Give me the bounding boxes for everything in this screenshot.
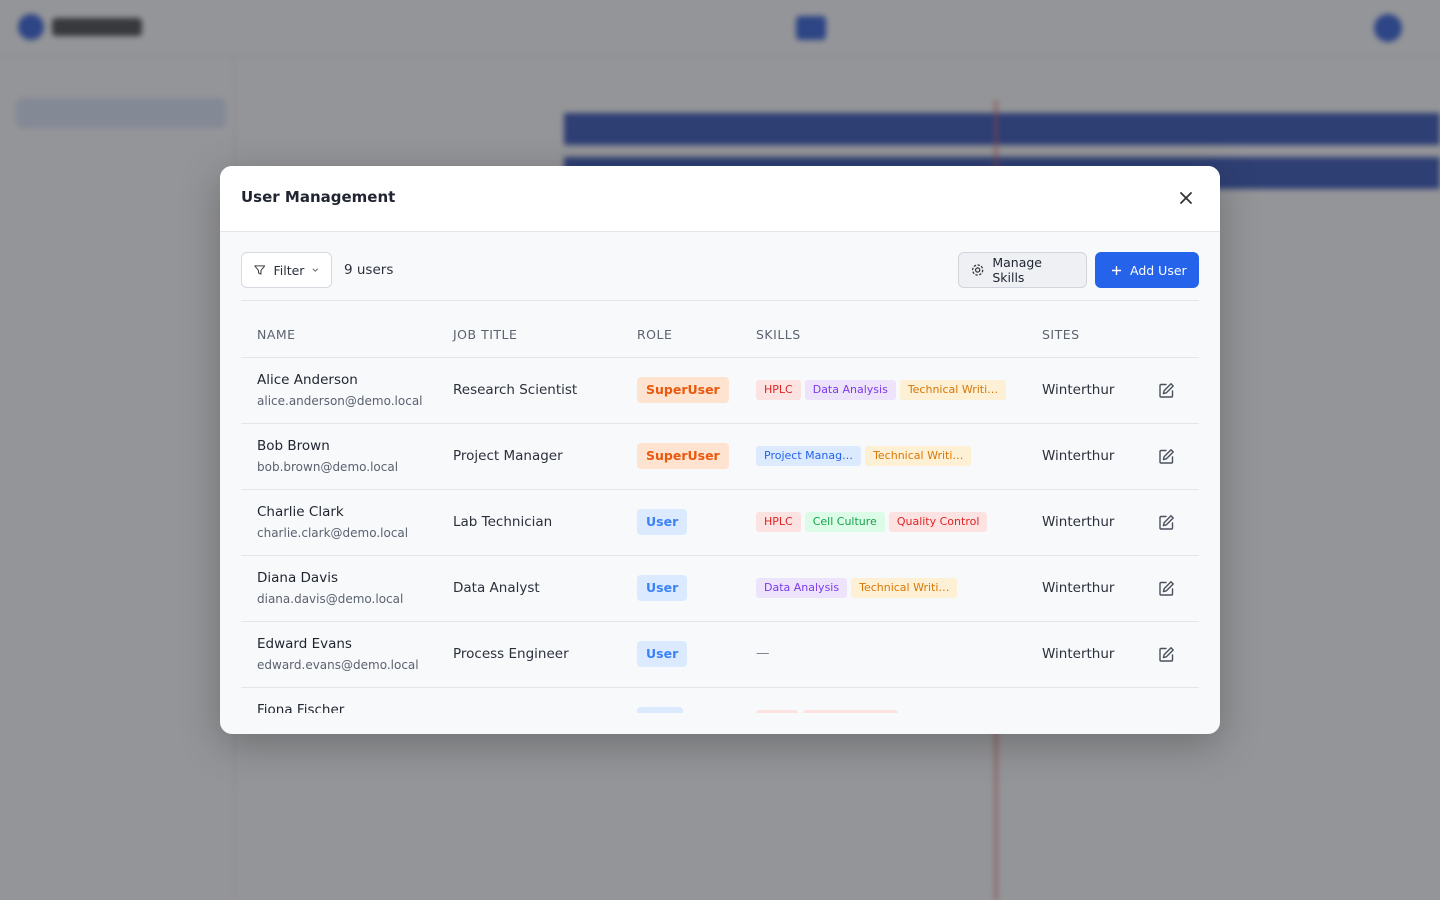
users-table: NAME JOB TITLE ROLE SKILLS SITES Alice Anders… [241, 300, 1199, 713]
edit-button[interactable] [1158, 580, 1176, 598]
user-email: alice.anderson@demo.local [257, 394, 423, 408]
skill-tag: Technical Writi… [865, 446, 972, 466]
job-title: Research Scientist [453, 382, 578, 398]
user-row: Bob Brown bob.brown@demo.local Project Man… [241, 423, 1199, 489]
close-button[interactable] [1178, 190, 1194, 206]
user-email: charlie.clark@demo.local [257, 526, 409, 540]
job-title: Project Manager [453, 448, 563, 464]
user-name: Bob Brown [257, 438, 330, 454]
skill-tag: Data Analysis [804, 380, 896, 400]
user-email: diana.davis@demo.local [257, 592, 404, 606]
dialog-title: User Management [241, 188, 396, 206]
user-row: Edward Evans edward.evans@demo.local Proce… [241, 621, 1199, 687]
role-badge: SuperUser [637, 443, 729, 469]
edit-button[interactable] [1158, 514, 1176, 532]
user-row: Fiona Fischer [241, 687, 1199, 713]
skill-tag: Quality Control [888, 512, 988, 532]
role-badge-placeholder [637, 707, 683, 713]
skill-tag: Project Manag… [756, 446, 862, 466]
skills: Data Analysis Technical Writi… [756, 578, 961, 598]
column-header: NAME [257, 327, 296, 342]
user-row: Diana Davis diana.davis@demo.local Data An… [241, 555, 1199, 621]
job-title: Data Analyst [453, 580, 540, 596]
role-badge: User [637, 575, 688, 601]
skill-tag: Data Analysis [756, 578, 848, 598]
column-header: ROLE [637, 327, 673, 342]
edit-button[interactable] [1158, 448, 1176, 466]
skills: HPLC Cell Culture Quality Control [756, 512, 991, 532]
role-badge: SuperUser [637, 377, 729, 403]
skill-tag: Cell Culture [804, 512, 885, 532]
user-email: edward.evans@demo.local [257, 658, 419, 672]
no-skills: — [756, 645, 770, 661]
site: Winterthur [1042, 646, 1115, 662]
filter-button[interactable]: Filter [241, 252, 332, 288]
site: Winterthur [1042, 448, 1115, 464]
skills: Project Manag… Technical Writi… [756, 446, 975, 466]
column-header: JOB TITLE [453, 327, 518, 342]
add-user-label: Add User [1130, 262, 1187, 278]
user-row: Alice Anderson alice.anderson@demo.local R… [241, 357, 1199, 423]
user-name: Charlie Clark [257, 504, 344, 520]
skill-placeholder [803, 710, 898, 713]
manage-skills-button[interactable]: Manage Skills [958, 252, 1087, 288]
role-badge: User [637, 641, 688, 667]
role-badge: User [637, 509, 688, 535]
user-management-dialog: User Management Filter 9 users Manage Sk… [220, 166, 1220, 734]
site: Winterthur [1042, 382, 1115, 398]
dialog-header: User Management [220, 166, 1220, 232]
skill-tag: HPLC [756, 512, 801, 532]
add-user-button[interactable]: Add User [1095, 252, 1199, 288]
user-name: Alice Anderson [257, 372, 358, 388]
user-name: Fiona Fischer [257, 702, 345, 713]
skill-placeholder [756, 710, 798, 713]
skills: HPLC Data Analysis Technical Writi… [756, 380, 1010, 400]
user-email: bob.brown@demo.local [257, 460, 399, 474]
site: Winterthur [1042, 514, 1115, 530]
skill-tag: HPLC [756, 380, 801, 400]
user-row: Charlie Clark charlie.clark@demo.local Lab… [241, 489, 1199, 555]
site: Winterthur [1042, 580, 1115, 596]
job-title: Process Engineer [453, 646, 569, 662]
user-name: Edward Evans [257, 636, 352, 652]
edit-button[interactable] [1158, 382, 1176, 400]
column-header: SITES [1042, 327, 1080, 342]
job-title: Lab Technician [453, 514, 553, 530]
edit-button[interactable] [1158, 646, 1176, 664]
filter-label: Filter [273, 262, 305, 278]
column-header: SKILLS [756, 327, 801, 342]
skill-tag: Technical Writi… [899, 380, 1007, 400]
user-count: 9 users [344, 262, 394, 278]
manage-skills-label: Manage Skills [992, 255, 1042, 285]
user-name: Diana Davis [257, 570, 338, 586]
skill-tag: Technical Writi… [851, 578, 958, 598]
